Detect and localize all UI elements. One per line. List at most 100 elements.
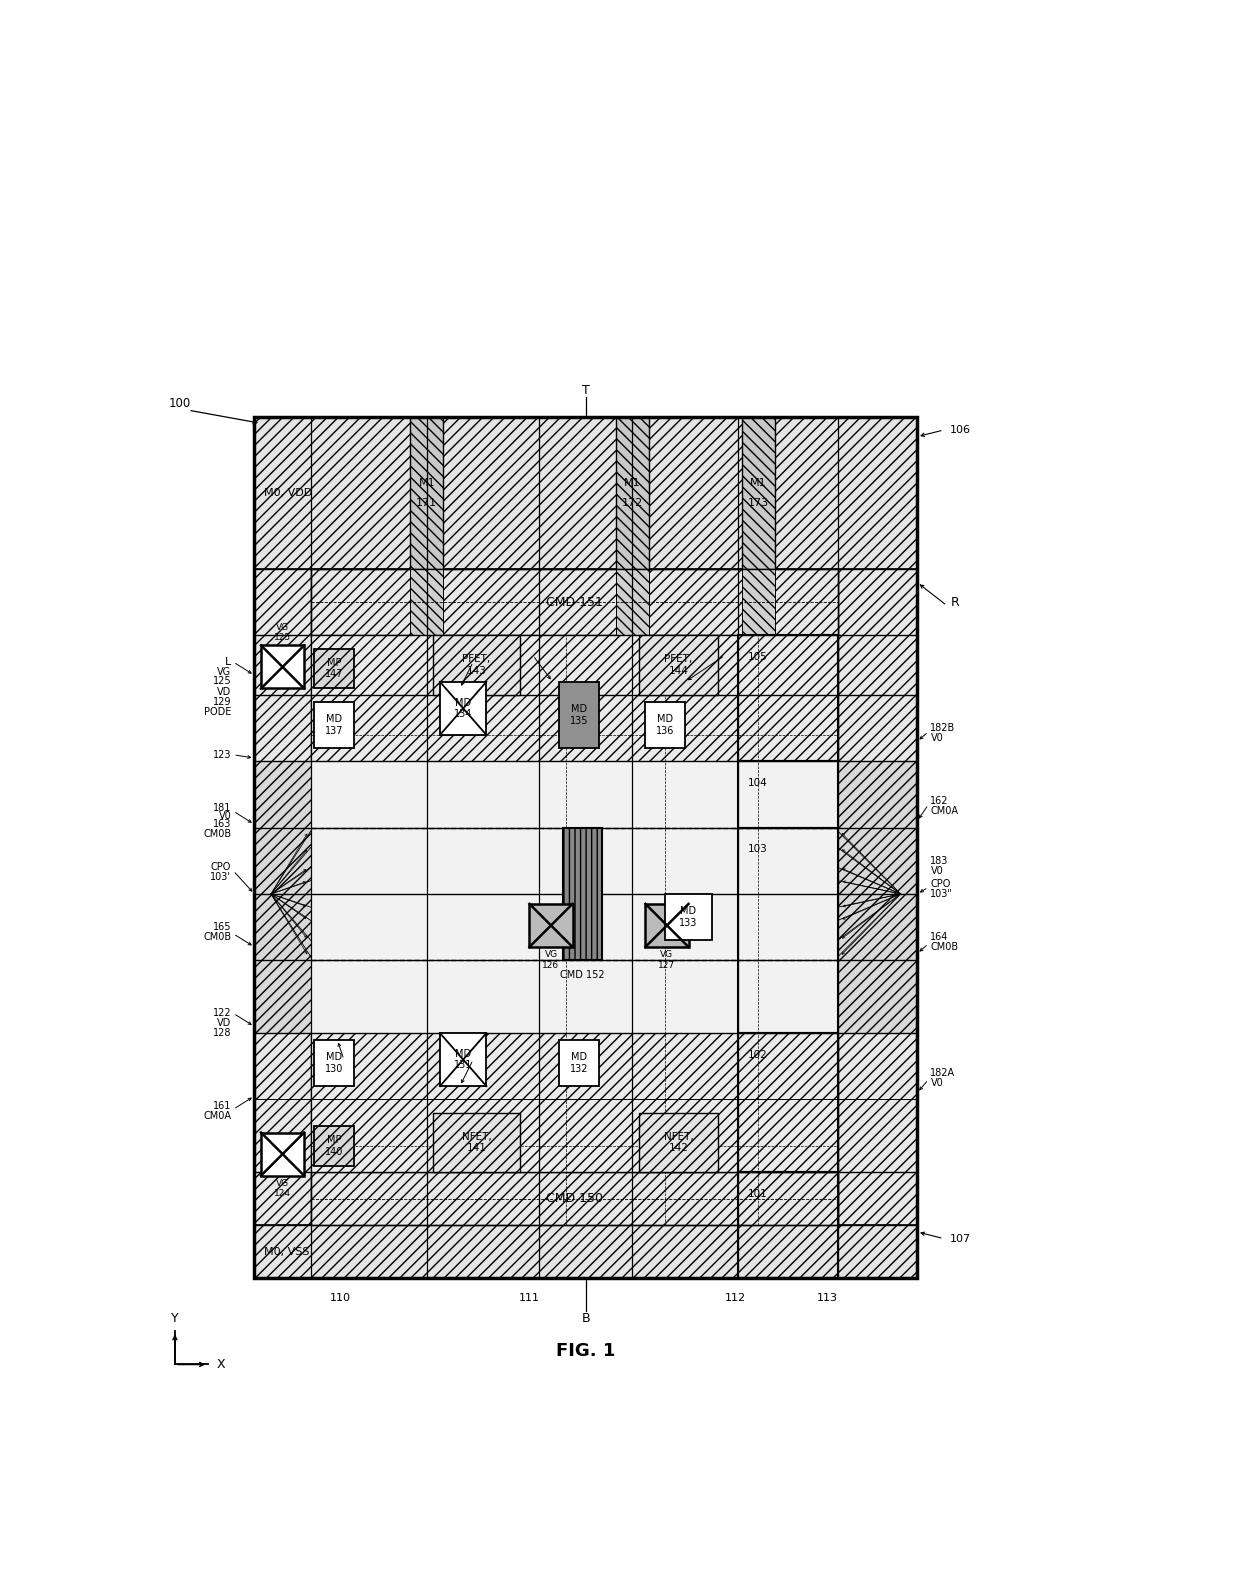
Bar: [314, 703, 353, 749]
Text: Y: Y: [171, 1311, 179, 1325]
Bar: [410, 569, 444, 636]
Text: 161: 161: [213, 1101, 231, 1110]
Text: 171: 171: [417, 499, 438, 508]
Text: L: L: [224, 656, 231, 667]
Text: 182B: 182B: [930, 723, 956, 733]
Text: 129: 129: [213, 696, 231, 707]
Bar: [413, 417, 440, 1278]
Text: M1: M1: [418, 478, 435, 487]
Text: 182A: 182A: [930, 1067, 956, 1078]
Text: VG
127: VG 127: [658, 951, 676, 970]
Bar: [745, 417, 771, 1278]
Text: M0, VSS: M0, VSS: [264, 1247, 310, 1257]
Bar: [738, 1172, 838, 1278]
Text: 172: 172: [621, 499, 642, 508]
Text: V0: V0: [218, 811, 231, 820]
Bar: [440, 682, 486, 734]
Bar: [738, 1034, 838, 1172]
Bar: [563, 828, 603, 961]
Text: 181: 181: [213, 803, 231, 812]
Text: 106: 106: [950, 425, 971, 435]
Text: CM0B: CM0B: [930, 941, 959, 953]
Bar: [742, 569, 775, 636]
Bar: [738, 761, 838, 828]
Text: VG
126: VG 126: [542, 951, 559, 970]
Bar: [639, 1112, 718, 1172]
Text: 103": 103": [930, 889, 954, 898]
Bar: [311, 1172, 838, 1225]
Text: 165: 165: [213, 922, 231, 932]
Text: 163: 163: [213, 819, 231, 830]
Bar: [433, 636, 520, 695]
Text: MD
137: MD 137: [325, 714, 343, 736]
Text: 128: 128: [213, 1027, 231, 1039]
Text: NFET,
141: NFET, 141: [461, 1131, 491, 1153]
Bar: [262, 645, 304, 688]
Text: FIG. 1: FIG. 1: [556, 1343, 615, 1360]
Text: MD
135: MD 135: [570, 704, 589, 726]
Text: V0: V0: [930, 733, 944, 744]
Text: PODE: PODE: [203, 707, 231, 717]
Bar: [311, 761, 838, 1034]
Text: MD
130: MD 130: [325, 1051, 343, 1074]
Text: CM0A: CM0A: [203, 1110, 231, 1121]
Text: CMD 150: CMD 150: [546, 1192, 603, 1206]
Text: V0: V0: [930, 1078, 944, 1088]
Bar: [254, 417, 311, 1278]
Text: 107: 107: [950, 1233, 971, 1244]
Text: VD: VD: [217, 1018, 231, 1027]
Bar: [311, 569, 838, 636]
Text: 103': 103': [211, 873, 231, 883]
Bar: [440, 1034, 486, 1086]
Bar: [646, 903, 688, 946]
Text: PFET,
144: PFET, 144: [665, 655, 693, 675]
Bar: [615, 569, 649, 636]
Text: CM0A: CM0A: [930, 806, 959, 816]
Text: CMD 152: CMD 152: [560, 970, 605, 980]
Text: MP
140: MP 140: [325, 1134, 343, 1157]
Text: 103: 103: [748, 844, 768, 854]
Text: CPO: CPO: [211, 862, 231, 873]
Bar: [262, 1133, 304, 1176]
Bar: [738, 636, 838, 761]
Text: MD
131: MD 131: [454, 1048, 472, 1070]
Text: R: R: [950, 596, 959, 609]
Text: V0: V0: [930, 865, 944, 876]
Text: CMD 151: CMD 151: [546, 596, 603, 609]
Text: B: B: [582, 1311, 590, 1325]
Text: M0, VDD: M0, VDD: [264, 487, 312, 499]
Text: 100: 100: [169, 397, 191, 409]
Text: CM0B: CM0B: [203, 932, 231, 941]
Text: VG
125: VG 125: [274, 623, 291, 642]
Text: 173: 173: [748, 499, 769, 508]
Text: NFET,
142: NFET, 142: [663, 1131, 693, 1153]
Bar: [646, 703, 686, 749]
Bar: [559, 682, 599, 749]
Text: 164: 164: [930, 932, 949, 941]
Text: CPO: CPO: [930, 879, 951, 889]
Text: 110: 110: [330, 1294, 351, 1303]
Text: MD
132: MD 132: [570, 1051, 589, 1074]
Bar: [254, 417, 918, 1278]
Bar: [666, 894, 712, 940]
Text: CM0B: CM0B: [203, 830, 231, 840]
Text: 122: 122: [212, 1008, 231, 1018]
Bar: [314, 1040, 353, 1086]
Text: 125: 125: [212, 675, 231, 685]
Text: M1: M1: [624, 478, 641, 487]
Bar: [254, 417, 918, 569]
Text: MD
134: MD 134: [454, 698, 472, 718]
Text: VG
124: VG 124: [274, 1179, 291, 1198]
Text: 111: 111: [520, 1294, 539, 1303]
Bar: [742, 417, 775, 569]
Bar: [311, 636, 838, 761]
Bar: [559, 1040, 599, 1086]
Bar: [314, 1126, 353, 1166]
Bar: [639, 636, 718, 695]
Text: 101: 101: [748, 1188, 768, 1200]
Bar: [529, 903, 573, 946]
Bar: [254, 417, 918, 1278]
Text: 102: 102: [748, 1050, 768, 1059]
Bar: [314, 648, 353, 688]
Text: MD
136: MD 136: [656, 714, 675, 736]
